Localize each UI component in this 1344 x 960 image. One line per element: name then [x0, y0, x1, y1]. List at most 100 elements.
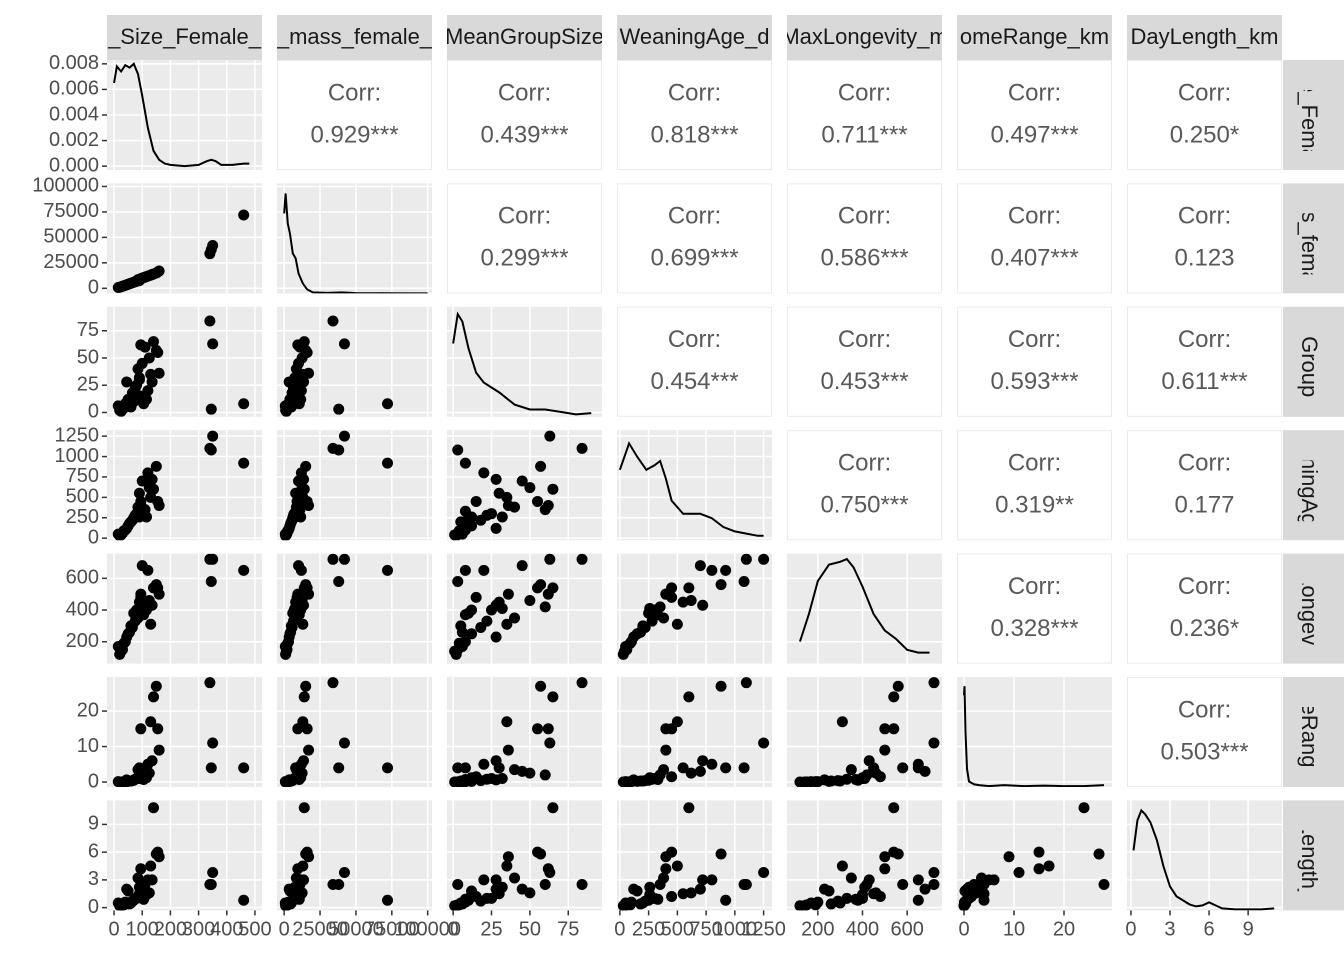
point	[298, 755, 310, 767]
point	[1033, 863, 1045, 875]
y-tick-label: 50	[77, 346, 99, 368]
y-tick-label: 25000	[43, 251, 99, 273]
point	[298, 802, 310, 814]
point	[685, 767, 697, 779]
point	[544, 430, 556, 442]
panel	[277, 183, 432, 294]
y-tick-label: 25	[77, 373, 99, 395]
strip	[1283, 430, 1344, 541]
point	[1033, 846, 1045, 858]
point	[205, 244, 217, 256]
strip-label: eaningAge	[1297, 433, 1322, 538]
point	[112, 400, 124, 412]
point	[532, 723, 544, 735]
corr-label: Corr:	[498, 203, 551, 230]
point	[204, 315, 216, 327]
point	[547, 691, 559, 703]
point	[758, 867, 770, 879]
panel-layer	[787, 800, 942, 911]
x-tick-label: 400	[210, 919, 243, 941]
point	[1043, 860, 1055, 872]
density-line	[798, 557, 930, 654]
point	[327, 315, 339, 327]
point	[146, 376, 158, 388]
point	[456, 528, 468, 540]
point	[452, 879, 464, 891]
corr-label: Corr:	[838, 326, 891, 353]
point	[279, 400, 291, 412]
point	[207, 737, 219, 749]
point	[153, 851, 165, 863]
point	[694, 765, 706, 777]
point	[133, 881, 145, 893]
panel	[107, 677, 262, 787]
x-tick-label: 6	[1203, 919, 1214, 941]
point	[466, 628, 478, 640]
point	[478, 467, 490, 479]
point	[524, 887, 536, 899]
y-tick-label: 50000	[43, 226, 99, 248]
point	[205, 575, 217, 587]
corr-label: Corr:	[328, 79, 381, 106]
corr-label: Corr:	[1178, 573, 1231, 600]
strip-label: _mass_female_	[276, 24, 433, 49]
point	[740, 677, 752, 689]
panel-layer	[277, 800, 432, 911]
strip	[617, 15, 772, 60]
point	[296, 352, 308, 364]
panel	[107, 183, 262, 294]
strip	[107, 15, 262, 60]
point	[658, 764, 670, 776]
x-tick-label: 20	[1053, 919, 1075, 941]
point	[758, 553, 770, 565]
panel	[787, 60, 942, 170]
strip	[277, 15, 432, 60]
point	[652, 893, 664, 905]
strip-label: _Size_Female_	[107, 24, 262, 49]
corr-value: 0.328***	[990, 615, 1078, 642]
point	[146, 874, 158, 886]
corr-value: 0.177	[1174, 492, 1234, 519]
point	[112, 776, 124, 787]
x-tick-label: 1250	[741, 919, 786, 941]
point	[685, 887, 697, 899]
point	[660, 851, 672, 863]
point	[535, 680, 547, 692]
point	[133, 275, 145, 287]
point	[490, 631, 502, 643]
point	[286, 387, 298, 399]
x-tick-label: 50000	[328, 919, 384, 941]
x-tick-label: 100	[126, 919, 159, 941]
point	[382, 457, 394, 469]
point	[524, 595, 536, 607]
point	[148, 802, 159, 814]
point	[238, 564, 250, 576]
point	[660, 863, 672, 875]
point	[1093, 848, 1105, 860]
point	[470, 591, 482, 603]
point	[493, 487, 505, 499]
point	[112, 640, 124, 652]
point	[1078, 802, 1090, 814]
point	[516, 560, 528, 572]
x-tick-label: 25	[480, 919, 502, 941]
y-tick-label: 0	[88, 770, 99, 792]
point	[303, 367, 315, 379]
point	[524, 482, 536, 494]
point	[671, 618, 683, 630]
corr-value: 0.123	[1174, 245, 1234, 272]
point	[888, 846, 900, 858]
point	[152, 347, 164, 359]
point	[576, 442, 588, 454]
corr-value: 0.711***	[821, 121, 907, 148]
strip-label: MeanGroupSize	[445, 24, 604, 49]
strip	[1283, 677, 1344, 787]
point	[121, 376, 133, 388]
point	[535, 460, 547, 472]
strip	[957, 15, 1112, 60]
point	[547, 802, 559, 814]
density-line	[283, 193, 428, 294]
y-tick-label: 0	[88, 896, 99, 918]
panel-layer	[617, 800, 772, 911]
